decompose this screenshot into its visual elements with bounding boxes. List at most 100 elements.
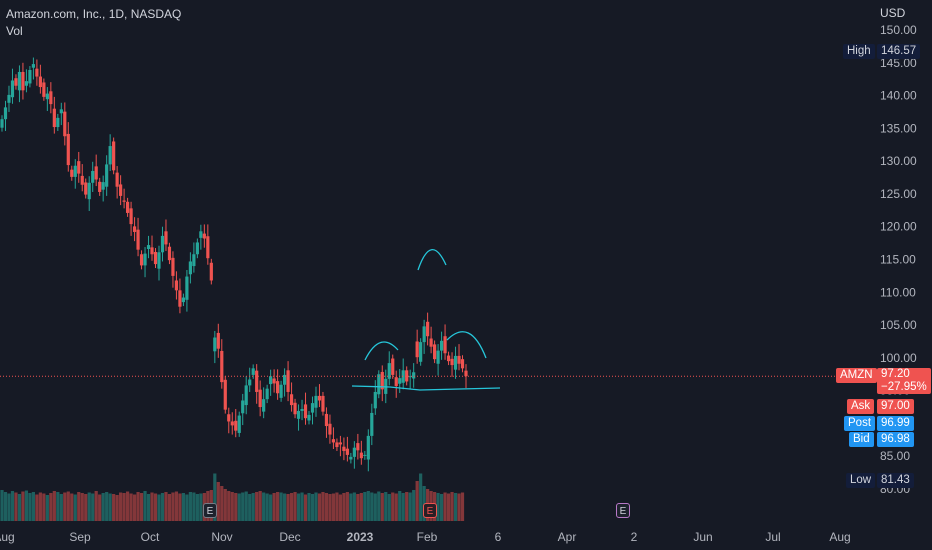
earnings-marker-icon[interactable]: E <box>423 503 437 518</box>
candle-body <box>157 252 161 269</box>
candle-body <box>188 261 192 275</box>
volume-bar <box>460 492 465 521</box>
candle-body <box>31 64 35 68</box>
high-tag-label: High <box>843 44 875 59</box>
candle-body <box>377 374 381 395</box>
volume-bar <box>380 493 384 521</box>
time-tick-label: Sep <box>69 530 91 544</box>
volume-bar <box>338 494 343 521</box>
volume-bar <box>112 494 116 521</box>
candle-body <box>209 262 213 281</box>
candle-body <box>49 91 53 105</box>
bid-tag-value: 96.98 <box>877 432 914 447</box>
candle-body <box>293 402 297 415</box>
post-tag-label: Post <box>844 416 876 431</box>
volume-bar <box>282 493 287 521</box>
candle-body <box>192 254 196 267</box>
earnings-marker-icon[interactable]: E <box>203 503 217 518</box>
candle-body <box>35 68 39 77</box>
volume-bar <box>129 493 133 521</box>
candle-body <box>206 236 210 259</box>
volume-bar <box>324 493 329 521</box>
volume-bar <box>174 491 179 521</box>
time-tick-label: Dec <box>279 530 300 544</box>
volume-bar <box>296 493 301 521</box>
volume-bar <box>80 493 84 521</box>
volume-bar <box>394 493 398 521</box>
candle-body <box>220 350 224 383</box>
volume-bar <box>164 492 168 521</box>
volume-bar <box>45 495 49 521</box>
price-tick-label: 110.00 <box>880 285 916 299</box>
volume-bar <box>398 491 402 521</box>
bid-tag-label: Bid <box>849 432 874 447</box>
volume-bar <box>132 494 137 521</box>
symbol-title[interactable]: Amazon.com, Inc., 1D, NASDAQ <box>6 7 182 21</box>
volume-bar <box>234 493 238 521</box>
candle-body <box>391 358 395 375</box>
candle-body <box>433 344 437 360</box>
candle-body <box>136 229 140 250</box>
volume-bar <box>269 494 273 521</box>
volume-bar <box>289 493 294 521</box>
candle-body <box>174 280 179 291</box>
volume-bar <box>439 494 444 521</box>
volume-bar <box>59 494 63 521</box>
volume-bar <box>303 494 308 521</box>
candle-body <box>373 391 377 409</box>
candle-body <box>98 181 102 192</box>
candle-body <box>276 381 280 394</box>
volume-bar <box>272 493 276 521</box>
post-tag-value: 96.99 <box>877 416 914 431</box>
earnings-marker-icon[interactable]: E <box>616 503 630 518</box>
symbol-tag-box: 97.20 −27.95% <box>877 368 931 394</box>
volume-bar <box>356 494 360 521</box>
volume-bar <box>10 491 15 521</box>
volume-bar <box>70 493 74 521</box>
candle-body <box>202 233 206 239</box>
candle-body <box>352 447 356 457</box>
volume-bar <box>139 493 144 521</box>
volume-bar <box>14 492 18 521</box>
candle-body <box>251 368 255 375</box>
candle-body <box>178 290 182 307</box>
candle-body <box>150 247 154 255</box>
volume-bar <box>188 492 192 521</box>
volume-bar <box>94 491 98 521</box>
candle-body <box>101 182 105 190</box>
volume-bar <box>342 493 346 521</box>
currency-label[interactable]: USD <box>880 6 906 20</box>
candle-body <box>112 141 116 171</box>
candle-body <box>258 389 262 408</box>
volume-bar <box>101 493 105 521</box>
time-tick-label: Apr <box>558 530 577 544</box>
neckline-drawing <box>351 385 501 391</box>
candle-body <box>3 107 8 120</box>
candle-body <box>356 443 360 451</box>
candle-body <box>160 235 165 253</box>
volume-bar <box>56 492 60 521</box>
time-tick-label: 6 <box>495 530 502 544</box>
candle-body <box>115 172 119 187</box>
candle-body <box>213 337 217 352</box>
candle-body <box>108 146 112 165</box>
volume-bar <box>192 492 196 521</box>
volume-bar <box>345 492 349 521</box>
candle-body <box>241 400 245 414</box>
volume-label[interactable]: Vol <box>6 24 23 38</box>
candle-body <box>314 395 318 408</box>
price-tick-label: 115.00 <box>880 253 916 267</box>
candle-body <box>153 251 158 265</box>
head-drawing <box>417 249 447 271</box>
candle-body <box>94 166 98 180</box>
volume-bar <box>377 491 381 521</box>
candle-body <box>349 456 353 460</box>
time-tick-label: Feb <box>417 530 438 544</box>
volume-bar <box>17 494 22 521</box>
candle-body <box>84 182 88 195</box>
candle-body <box>105 164 109 187</box>
candle-body <box>439 340 444 351</box>
volume-bar <box>262 492 266 521</box>
candle-body <box>387 363 391 379</box>
